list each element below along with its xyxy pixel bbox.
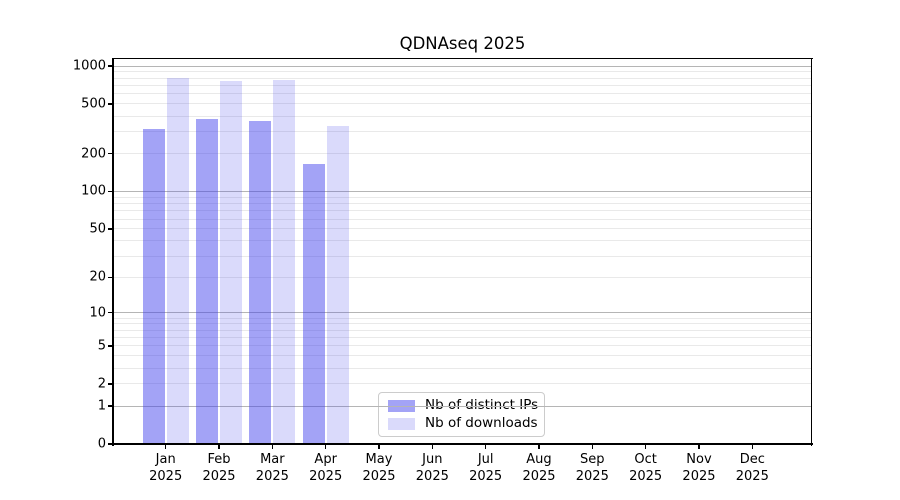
y-tick-label: 100 <box>81 183 106 199</box>
minor-gridline <box>114 255 811 257</box>
legend-item-downloads: Nb of downloads <box>388 415 538 431</box>
y-tick-label: 1000 <box>72 58 106 74</box>
x-tick-label: Mar 2025 <box>255 452 289 484</box>
y-tick-label: 10 <box>89 305 106 321</box>
x-tick-mark <box>165 444 167 450</box>
y-tick-mark <box>107 383 113 385</box>
bar-jan-downloads <box>166 77 189 444</box>
major-gridline <box>114 405 811 407</box>
y-tick-label: 2 <box>97 376 106 392</box>
minor-gridline <box>114 153 811 155</box>
y-tick-label: 50 <box>89 221 106 237</box>
x-tick-mark <box>485 444 487 450</box>
top-spine <box>112 57 813 60</box>
bottom-spine <box>112 443 813 445</box>
x-tick-label: Jun 2025 <box>415 452 449 484</box>
bar-feb-distinct-ips <box>196 118 219 444</box>
legend-swatch-downloads <box>388 417 415 430</box>
x-tick-label: Aug 2025 <box>522 452 556 484</box>
minor-gridline <box>114 323 811 325</box>
x-tick-label: Feb 2025 <box>202 452 236 484</box>
y-tick-mark <box>107 153 113 155</box>
minor-gridline <box>114 276 811 278</box>
chart-title: QDNAseq 2025 <box>399 34 526 53</box>
y-tick-label: 20 <box>89 269 106 285</box>
minor-gridline <box>114 218 811 220</box>
minor-gridline <box>114 317 811 319</box>
x-tick-mark <box>378 444 380 450</box>
minor-gridline <box>114 203 811 205</box>
x-tick-label: Jul 2025 <box>469 452 503 484</box>
legend-label-distinct-ips: Nb of distinct IPs <box>425 397 539 413</box>
y-tick-label: 200 <box>81 146 106 162</box>
x-tick-mark <box>218 444 220 450</box>
x-tick-mark <box>751 444 753 450</box>
minor-gridline <box>114 77 811 79</box>
bar-jan-distinct-ips <box>142 129 165 444</box>
minor-gridline <box>114 103 811 105</box>
minor-gridline <box>114 367 811 369</box>
y-tick-label: 5 <box>97 338 106 354</box>
minor-gridline <box>114 196 811 198</box>
y-tick-mark <box>107 65 113 67</box>
legend-swatch-distinct-ips <box>388 399 415 412</box>
y-tick-mark <box>107 190 113 193</box>
y-tick-mark <box>107 405 113 407</box>
x-tick-label: Jan 2025 <box>149 452 183 484</box>
x-tick-mark <box>538 444 540 450</box>
y-tick-mark <box>107 443 113 445</box>
bar-mar-downloads <box>273 79 296 444</box>
minor-gridline <box>114 355 811 357</box>
x-tick-label: Nov 2025 <box>682 452 716 484</box>
right-spine <box>810 57 813 446</box>
x-tick-mark <box>271 444 273 450</box>
legend: Nb of distinct IPs Nb of downloads <box>378 392 545 437</box>
bar-feb-downloads <box>220 80 243 444</box>
y-tick-mark <box>107 228 113 230</box>
minor-gridline <box>114 228 811 230</box>
legend-item-distinct-ips: Nb of distinct IPs <box>388 397 539 413</box>
minor-gridline <box>114 84 811 86</box>
minor-gridline <box>114 210 811 212</box>
x-tick-label: Dec 2025 <box>735 452 769 484</box>
major-gridline <box>114 190 811 192</box>
y-tick-label: 500 <box>81 96 106 112</box>
bar-mar-distinct-ips <box>249 121 272 444</box>
major-gridline <box>114 312 811 314</box>
y-tick-label: 1 <box>97 398 106 414</box>
bar-apr-distinct-ips <box>302 163 325 444</box>
x-tick-label: Oct 2025 <box>629 452 663 484</box>
minor-gridline <box>114 240 811 242</box>
minor-gridline <box>114 71 811 73</box>
y-tick-mark <box>107 312 113 314</box>
x-tick-mark <box>644 444 647 450</box>
x-tick-mark <box>591 444 593 450</box>
y-tick-mark <box>107 103 113 105</box>
minor-gridline <box>114 115 811 117</box>
minor-gridline <box>114 383 811 385</box>
x-tick-mark <box>431 444 433 450</box>
y-tick-mark <box>107 345 113 347</box>
x-tick-label: Sep 2025 <box>575 452 609 484</box>
minor-gridline <box>114 337 811 339</box>
bar-apr-downloads <box>326 125 349 444</box>
y-tick-label: 0 <box>97 436 106 452</box>
x-tick-label: Apr 2025 <box>309 452 343 484</box>
minor-gridline <box>114 131 811 133</box>
x-tick-mark <box>698 444 700 450</box>
left-spine <box>112 57 114 446</box>
major-gridline <box>114 65 811 67</box>
minor-gridline <box>114 345 811 347</box>
x-tick-mark <box>325 444 327 450</box>
y-tick-mark <box>107 276 113 279</box>
minor-gridline <box>114 329 811 331</box>
minor-gridline <box>114 93 811 95</box>
legend-label-downloads: Nb of downloads <box>425 415 538 431</box>
x-tick-label: May 2025 <box>362 452 396 484</box>
